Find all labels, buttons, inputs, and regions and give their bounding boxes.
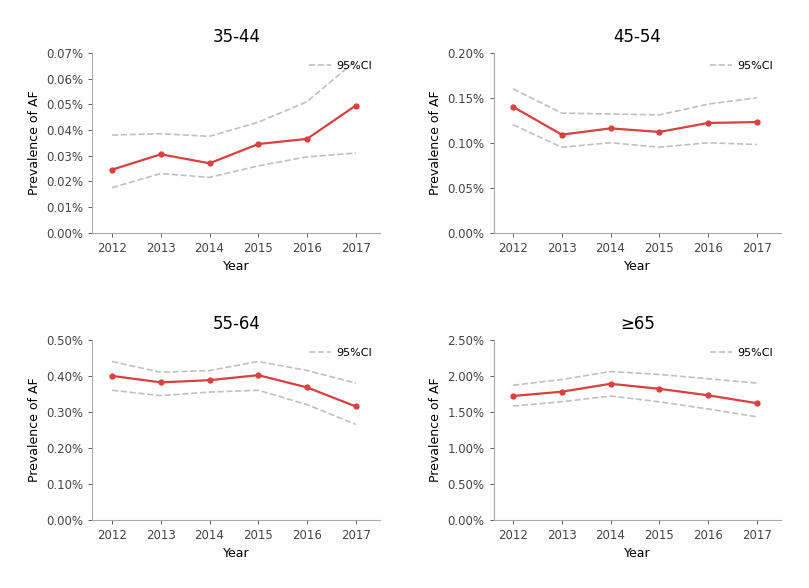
X-axis label: Year: Year <box>624 260 650 273</box>
Y-axis label: Prevalence of AF: Prevalence of AF <box>28 91 40 195</box>
Y-axis label: Prevalence of AF: Prevalence of AF <box>429 377 442 482</box>
Y-axis label: Prevalence of AF: Prevalence of AF <box>429 91 442 195</box>
X-axis label: Year: Year <box>624 547 650 560</box>
Legend: 95%CI: 95%CI <box>708 346 776 360</box>
Title: 55-64: 55-64 <box>213 315 260 333</box>
Legend: 95%CI: 95%CI <box>708 58 776 73</box>
Legend: 95%CI: 95%CI <box>307 346 375 360</box>
Title: 35-44: 35-44 <box>212 28 260 46</box>
Y-axis label: Prevalence of AF: Prevalence of AF <box>28 377 40 482</box>
Legend: 95%CI: 95%CI <box>307 58 375 73</box>
Title: 45-54: 45-54 <box>613 28 661 46</box>
X-axis label: Year: Year <box>223 547 250 560</box>
Title: ≥65: ≥65 <box>620 315 654 333</box>
X-axis label: Year: Year <box>223 260 250 273</box>
